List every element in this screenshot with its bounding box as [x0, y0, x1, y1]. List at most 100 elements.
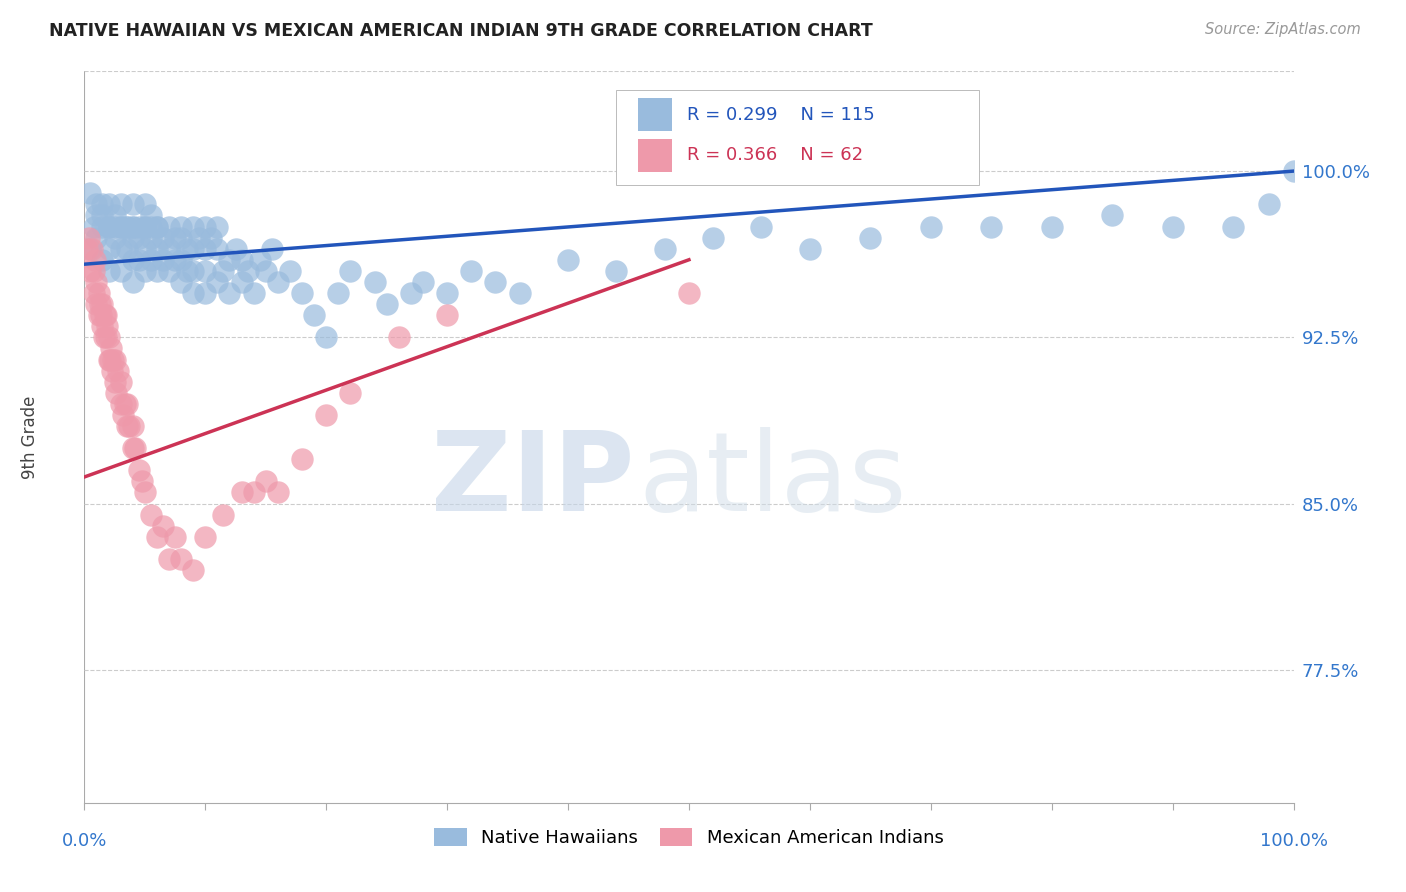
- Point: [207, 275, 229, 289]
- Point: [212, 508, 235, 522]
- Point: [254, 475, 277, 489]
- Point: [146, 264, 169, 278]
- Point: [181, 563, 204, 577]
- Point: [509, 285, 531, 300]
- Point: [194, 264, 217, 278]
- Point: [605, 264, 627, 278]
- Point: [339, 264, 361, 278]
- Point: [110, 219, 132, 234]
- Point: [121, 230, 143, 244]
- Point: [267, 275, 290, 289]
- Point: [134, 219, 156, 234]
- Point: [104, 219, 127, 234]
- Point: [91, 252, 114, 267]
- Point: [170, 552, 193, 566]
- Text: R = 0.366    N = 62: R = 0.366 N = 62: [686, 146, 863, 164]
- Point: [236, 264, 259, 278]
- Point: [134, 485, 156, 500]
- Point: [165, 530, 187, 544]
- Point: [157, 264, 180, 278]
- Point: [134, 264, 156, 278]
- Point: [121, 441, 143, 455]
- Point: [412, 275, 434, 289]
- Point: [799, 242, 821, 256]
- Point: [200, 230, 222, 244]
- Point: [134, 242, 156, 256]
- Point: [1282, 164, 1305, 178]
- Point: [77, 230, 100, 244]
- Point: [315, 408, 337, 422]
- Point: [94, 308, 117, 322]
- Point: [94, 330, 117, 344]
- Point: [110, 375, 132, 389]
- Point: [678, 285, 700, 300]
- Point: [859, 230, 882, 244]
- Text: 9th Grade: 9th Grade: [21, 395, 39, 479]
- Point: [375, 297, 398, 311]
- Point: [84, 252, 107, 267]
- Point: [339, 385, 361, 400]
- Point: [1161, 219, 1184, 234]
- Point: [194, 285, 217, 300]
- Point: [128, 219, 150, 234]
- Point: [97, 219, 120, 234]
- Point: [118, 419, 141, 434]
- Point: [134, 197, 156, 211]
- Point: [152, 230, 174, 244]
- Point: [110, 264, 132, 278]
- Point: [110, 242, 132, 256]
- Text: NATIVE HAWAIIAN VS MEXICAN AMERICAN INDIAN 9TH GRADE CORRELATION CHART: NATIVE HAWAIIAN VS MEXICAN AMERICAN INDI…: [49, 22, 873, 40]
- Point: [170, 219, 193, 234]
- Point: [218, 252, 240, 267]
- Point: [1258, 197, 1281, 211]
- Point: [124, 441, 146, 455]
- Point: [920, 219, 942, 234]
- Point: [225, 242, 247, 256]
- Point: [557, 252, 579, 267]
- Point: [114, 397, 136, 411]
- Point: [86, 209, 108, 223]
- FancyBboxPatch shape: [638, 98, 672, 131]
- Point: [91, 319, 114, 334]
- Point: [254, 264, 277, 278]
- Point: [188, 230, 211, 244]
- Point: [212, 264, 235, 278]
- Point: [97, 352, 120, 367]
- Point: [249, 252, 271, 267]
- Point: [134, 219, 156, 234]
- Point: [260, 242, 283, 256]
- Text: 0.0%: 0.0%: [62, 832, 107, 850]
- Point: [115, 242, 138, 256]
- Text: atlas: atlas: [638, 427, 907, 534]
- Point: [176, 242, 198, 256]
- Text: Source: ZipAtlas.com: Source: ZipAtlas.com: [1205, 22, 1361, 37]
- Point: [128, 252, 150, 267]
- Point: [1101, 209, 1123, 223]
- Point: [110, 219, 132, 234]
- Point: [87, 308, 110, 322]
- Point: [231, 275, 253, 289]
- Point: [363, 275, 385, 289]
- Point: [128, 463, 150, 477]
- Point: [165, 230, 187, 244]
- Point: [101, 363, 124, 377]
- Point: [104, 352, 127, 367]
- Point: [97, 219, 120, 234]
- Point: [194, 242, 217, 256]
- Point: [104, 230, 127, 244]
- Point: [146, 242, 169, 256]
- Point: [181, 264, 204, 278]
- Point: [436, 308, 458, 322]
- Point: [121, 197, 143, 211]
- Legend: Native Hawaiians, Mexican American Indians: Native Hawaiians, Mexican American India…: [425, 819, 953, 856]
- Point: [139, 219, 162, 234]
- Point: [131, 475, 153, 489]
- Point: [91, 197, 114, 211]
- Point: [302, 308, 325, 322]
- Point: [291, 285, 314, 300]
- Point: [157, 219, 180, 234]
- Point: [103, 352, 125, 367]
- Point: [157, 242, 180, 256]
- Point: [110, 197, 132, 211]
- Point: [702, 230, 724, 244]
